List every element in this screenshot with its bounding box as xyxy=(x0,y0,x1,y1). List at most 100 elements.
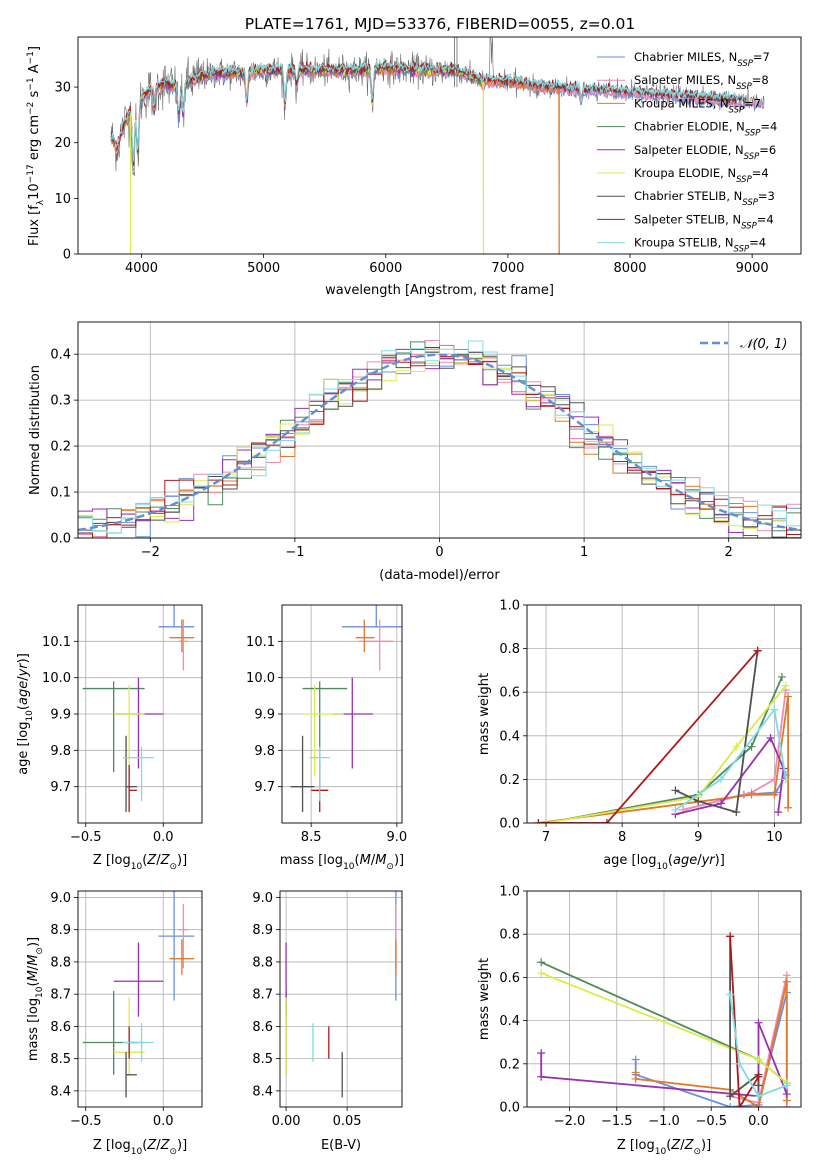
y-tick-label: 10.1 xyxy=(246,635,275,650)
x-tick-label: 0 xyxy=(435,545,443,560)
y-tick-label: 8.9 xyxy=(252,923,273,938)
label-part: λ xyxy=(36,199,46,205)
histogram-salpeter_miles xyxy=(78,340,801,538)
legend-label-tail: =7 xyxy=(744,96,761,110)
legend-label-salpeter_stelib: Salpeter STELIB, NSSP=4 xyxy=(634,212,774,231)
y-tick-label: 0.0 xyxy=(50,532,71,547)
weight-marker-kroupa_miles xyxy=(754,1103,763,1107)
model-line-kroupa_stelib xyxy=(110,58,747,162)
weight-marker-chabrier_elodie xyxy=(777,672,786,681)
legend-label-main: Chabrier STELIB, N xyxy=(634,189,742,203)
weight-marker-salpeter_elodie xyxy=(537,1072,546,1081)
weight-marker-salpeter_elodie xyxy=(766,733,775,742)
label-part: ( xyxy=(142,853,147,868)
label-part: Z xyxy=(160,1138,171,1153)
weight-marker-kroupa_miles xyxy=(770,790,779,799)
weight-marker-kroupa_stelib xyxy=(782,1081,791,1090)
y-tick-label: 0.0 xyxy=(499,1101,520,1116)
axes-frame xyxy=(77,604,203,824)
weight-marker-salpeter_stelib xyxy=(726,932,735,941)
label-part: ( xyxy=(26,981,41,986)
y-axis-label: Normed distribution xyxy=(28,365,43,495)
y-tick-label: 0.3 xyxy=(50,394,71,409)
x-tick-label: 6000 xyxy=(369,261,402,276)
y-tick-label: 8.4 xyxy=(50,1084,71,1099)
label-part: ( xyxy=(668,853,673,868)
weight-marker-kroupa_stelib xyxy=(754,1092,763,1101)
weight-marker-salpeter_stelib xyxy=(753,646,762,655)
label-part: / xyxy=(16,676,31,681)
y-axis-label: mass weight xyxy=(477,958,492,1040)
label-part: Z xyxy=(146,853,157,868)
weight-marker-kroupa_miles xyxy=(784,692,793,701)
weight-marker-kroupa_stelib xyxy=(726,990,735,999)
label-part: / xyxy=(156,1138,161,1153)
y-tick-label: 9.9 xyxy=(50,708,71,723)
x-axis-label: age [log10(age/yr)] xyxy=(603,853,725,872)
plot-area xyxy=(290,605,402,813)
legend-label-normal: 𝒩(0, 1) xyxy=(740,337,787,352)
axes-frame xyxy=(77,36,802,255)
x-tick-label: −0.5 xyxy=(70,830,102,845)
y-tick-label: 0.6 xyxy=(499,971,520,986)
x-tick-label: −2.0 xyxy=(554,1114,586,1129)
weight-marker-chabrier_stelib xyxy=(671,786,680,795)
x-axis-label: Z [log10(Z/Z⊙)] xyxy=(93,1138,187,1157)
y-tick-label: 0.1 xyxy=(50,486,71,501)
y-axis-label: mass [log10(M/M⊙)] xyxy=(26,937,45,1061)
axes-frame xyxy=(526,890,802,1108)
label-part: M xyxy=(360,853,371,868)
label-part: erg cm xyxy=(27,115,42,164)
y-tick-label: 8.6 xyxy=(252,1020,273,1035)
histogram-salpeter_stelib xyxy=(78,347,801,538)
x-tick-label: 0.05 xyxy=(333,1114,362,1129)
weight-line-kroupa_stelib xyxy=(729,994,788,1098)
weight-marker-kroupa_miles xyxy=(784,803,793,812)
label-part: M xyxy=(26,955,41,966)
legend-label-main: Kroupa STELIB, N xyxy=(634,236,734,250)
normal-curve xyxy=(78,353,801,532)
label-part: 10 xyxy=(655,1147,667,1157)
y-tick-label: 8.7 xyxy=(252,988,273,1003)
label-part: )] xyxy=(16,653,31,663)
y-tick-label: 10.1 xyxy=(42,635,71,650)
weight-line-chabrier_elodie xyxy=(545,676,783,823)
y-tick-label: 9.7 xyxy=(50,780,71,795)
legend-label-kroupa_miles: Kroupa MILES, NSSP=7 xyxy=(634,96,761,115)
weight-marker-salpeter_elodie xyxy=(537,1049,546,1057)
y-tick-label: 8.4 xyxy=(252,1084,273,1099)
legend-label-chabrier_elodie: Chabrier ELODIE, NSSP=4 xyxy=(634,120,777,139)
label-part: yr xyxy=(16,662,31,678)
axes-frame xyxy=(526,604,802,824)
x-tick-label: 0.00 xyxy=(272,1114,301,1129)
label-part: −17 xyxy=(26,164,36,183)
plot-area xyxy=(82,605,195,813)
label-part: yr xyxy=(701,853,717,868)
label-part: M xyxy=(26,970,41,981)
legend-label-sub: SSP xyxy=(745,129,761,139)
legend-label-main: Chabrier MILES, N xyxy=(634,50,737,64)
label-part: ⊙ xyxy=(169,862,177,872)
plot-area xyxy=(534,646,793,823)
label-part: age xyxy=(16,681,31,705)
y-tick-label: 0.8 xyxy=(499,928,520,943)
label-part: / xyxy=(697,853,702,868)
legend-label-sub: SSP xyxy=(742,198,758,208)
weight-marker-salpeter_stelib xyxy=(754,1072,763,1081)
weight-marker-chabrier_stelib xyxy=(732,808,741,817)
y-tick-label: 9.0 xyxy=(50,891,71,906)
plot-area xyxy=(78,340,801,538)
legend-label-chabrier_miles: Chabrier MILES, NSSP=7 xyxy=(634,50,770,69)
weight-marker-kroupa_elodie xyxy=(781,681,790,690)
x-tick-label: 8.5 xyxy=(301,830,322,845)
label-part: Z [log xyxy=(93,1138,131,1153)
x-tick-label: 5000 xyxy=(247,261,280,276)
label-part: mass [log xyxy=(280,853,343,868)
legend-label-tail: =8 xyxy=(752,73,769,87)
x-tick-label: 2 xyxy=(725,545,733,560)
y-axis-label: mass weight xyxy=(477,673,492,755)
x-tick-label: 0.0 xyxy=(748,1114,769,1129)
weight-marker-chabrier_stelib xyxy=(726,1092,735,1101)
legend-label-main: Chabrier ELODIE, N xyxy=(634,120,745,134)
